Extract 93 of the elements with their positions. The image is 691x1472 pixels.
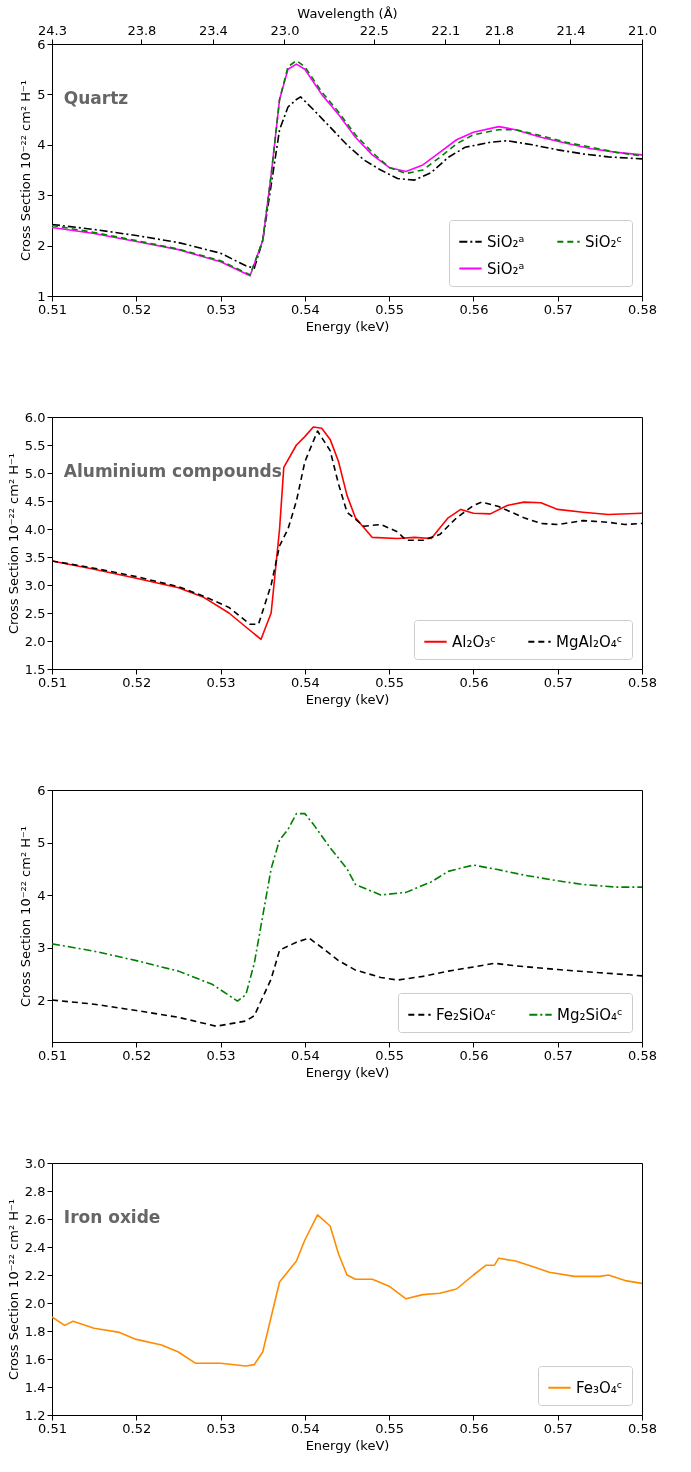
x-tick-label: 0.57 [543,1047,573,1063]
x-tick-label: 0.51 [38,1420,67,1436]
x-tick-label: 0.54 [290,674,320,690]
x-axis-title: Energy (keV) [305,691,390,707]
y-tick-label: 2.6 [24,1211,46,1227]
y-tick-label: 5.0 [24,465,46,481]
x-tick-label: 0.53 [206,1420,236,1436]
y-tick-label: 2.0 [24,1295,46,1311]
x-tick-label: 0.57 [543,301,573,317]
y-tick-label: 2 [37,238,46,254]
y-tick-label: 2.4 [24,1239,46,1255]
x-tick-label: 0.54 [290,301,320,317]
x-tick-label: 0.58 [628,1420,657,1436]
y-tick-label: 4 [37,887,46,903]
y-tick-label: 2.2 [24,1267,46,1283]
x2-tick-label: 23.0 [270,22,300,38]
y-tick-label: 3.0 [24,1155,46,1171]
x-tick-label: 0.57 [543,1420,573,1436]
x-tick-label: 0.56 [459,1420,489,1436]
y-tick-label: 1.5 [24,661,46,677]
y-tick-label: 4 [37,137,46,153]
x-tick-label: 0.58 [628,674,657,690]
y-tick-label: 1.6 [24,1351,46,1367]
legend-label: Fe₂SiO₄ᶜ [436,1005,497,1024]
y-tick-label: 1.8 [24,1323,46,1339]
annotation: Aluminium compounds [63,461,282,482]
y-tick-label: 1 [37,288,46,304]
x-tick-label: 0.55 [375,1047,405,1063]
x2-tick-label: 21.4 [556,22,586,38]
y-tick-label: 1.2 [24,1407,46,1423]
x-tick-label: 0.52 [122,1047,152,1063]
x-axis-title: Energy (keV) [305,1437,390,1453]
legend-label: Al₂O₃ᶜ [452,632,496,651]
x-tick-label: 0.58 [628,1047,657,1063]
y-tick-label: 6 [37,782,46,798]
y-tick-label: 3 [37,187,46,203]
legend-label: MgAl₂O₄ᶜ [556,632,623,651]
x-tick-label: 0.54 [290,1047,320,1063]
x2-tick-label: 21.8 [484,22,514,38]
x-tick-label: 0.56 [459,674,489,690]
x-tick-label: 0.55 [375,301,405,317]
x-tick-label: 0.51 [38,674,67,690]
y-tick-label: 6 [37,36,46,52]
x-tick-label: 0.53 [206,301,236,317]
x-tick-label: 0.52 [122,301,152,317]
legend-label: SiO₂ᶜ [585,232,623,251]
x2-tick-label: 21.0 [628,22,657,38]
y-axis-title: Cross Section 10⁻²² cm² H⁻¹ [18,825,34,1008]
x-tick-label: 0.56 [459,1047,489,1063]
x-tick-label: 0.55 [375,1420,405,1436]
x2-tick-label: 23.8 [127,22,157,38]
y-tick-label: 6.0 [24,409,46,425]
y-tick-label: 1.4 [24,1379,46,1395]
y-tick-label: 4.5 [24,493,46,509]
x-tick-label: 0.58 [628,301,657,317]
x-tick-label: 0.51 [38,301,67,317]
legend-label: Mg₂SiO₄ᶜ [557,1005,623,1024]
y-axis-title: Cross Section 10⁻²² cm² H⁻¹ [18,79,34,262]
y-tick-label: 2.8 [24,1183,46,1199]
x2-tick-label: 22.5 [359,22,389,38]
x-tick-label: 0.51 [38,1047,67,1063]
x-tick-label: 0.53 [206,674,236,690]
x-tick-label: 0.53 [206,1047,236,1063]
x2-axis-title: Wavelength (Å) [297,5,398,21]
y-tick-label: 5 [37,86,46,102]
legend-label: SiO₂ᵃ [487,232,525,251]
x-axis-title: Energy (keV) [305,1064,390,1080]
legend-label: SiO₂ᵃ [487,259,525,278]
x2-tick-label: 23.4 [198,22,228,38]
x-tick-label: 0.54 [290,1420,320,1436]
annotation: Quartz [63,88,129,109]
x-axis-title: Energy (keV) [305,318,390,334]
y-tick-label: 2 [37,992,46,1008]
x-tick-label: 0.57 [543,674,573,690]
y-tick-label: 3.5 [24,549,46,565]
x-tick-label: 0.55 [375,674,405,690]
y-tick-label: 5.5 [24,437,46,453]
x-tick-label: 0.52 [122,674,152,690]
y-tick-label: 2.5 [24,605,46,621]
legend-label: Fe₃O₄ᶜ [576,1378,623,1397]
annotation: Iron oxide [63,1207,161,1228]
y-tick-label: 3.0 [24,577,46,593]
x-tick-label: 0.52 [122,1420,152,1436]
y-tick-label: 4.0 [24,521,46,537]
y-axis-title: Cross Section 10⁻²² cm² H⁻¹ [5,452,21,635]
y-axis-title: Cross Section 10⁻²² cm² H⁻¹ [5,1198,21,1381]
x-tick-label: 0.56 [459,301,489,317]
x2-tick-label: 24.3 [38,22,67,38]
y-tick-label: 3 [37,940,46,955]
y-tick-label: 2.0 [24,633,46,649]
y-tick-label: 5 [37,835,46,850]
line-series [52,812,642,1002]
x2-tick-label: 22.1 [431,22,461,38]
